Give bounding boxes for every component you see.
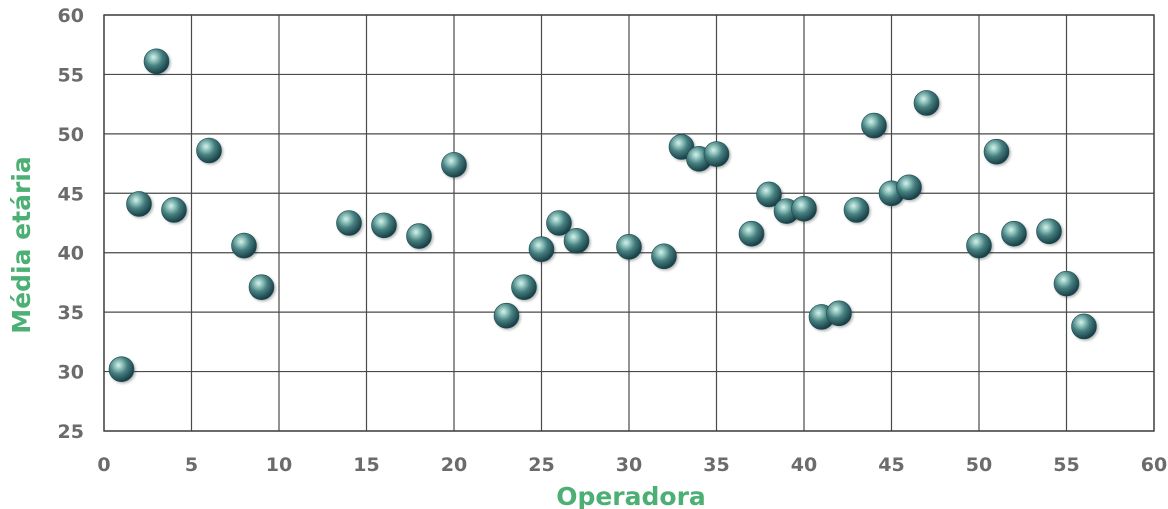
plot-frame <box>103 14 1155 432</box>
scatter-point <box>406 223 432 249</box>
scatter-point <box>1053 270 1080 297</box>
x-tick-label: 0 <box>97 454 110 476</box>
scatter-point <box>913 90 940 116</box>
scatter-point <box>248 274 275 300</box>
grid <box>103 14 1155 432</box>
x-tick-label: 50 <box>966 454 992 476</box>
x-tick-label: 10 <box>266 454 292 476</box>
scatter-point <box>983 138 1010 165</box>
scatter-point <box>826 300 852 327</box>
x-tick-label: 35 <box>703 454 729 476</box>
scatter-point <box>1036 218 1062 245</box>
scatter-point <box>511 274 537 300</box>
y-tick-label: 40 <box>58 243 84 265</box>
scatter-point <box>791 195 817 222</box>
x-tick-label: 5 <box>185 454 198 476</box>
scatter-point <box>616 233 642 260</box>
scatter-point <box>336 210 362 236</box>
x-axis-ticks: 0 5 10 15 20 25 30 35 40 45 50 55 60 <box>97 454 1167 476</box>
scatter-point <box>738 220 765 247</box>
scatter-point <box>563 228 590 254</box>
scatter-point <box>1071 313 1097 340</box>
scatter-point <box>196 137 222 164</box>
scatter-point <box>161 197 187 223</box>
scatter-point <box>371 212 397 239</box>
y-tick-label: 25 <box>58 421 84 443</box>
scatter-point <box>703 141 730 167</box>
y-tick-label: 55 <box>58 64 84 86</box>
scatter-point <box>528 236 555 262</box>
x-tick-label: 25 <box>528 454 554 476</box>
scatter-point <box>126 191 152 217</box>
scatter-point <box>441 151 467 178</box>
x-tick-label: 15 <box>353 454 379 476</box>
y-tick-label: 30 <box>58 362 84 384</box>
scatter-point <box>493 302 520 329</box>
scatter-point <box>896 174 922 201</box>
x-tick-label: 60 <box>1141 454 1167 476</box>
x-tick-label: 45 <box>878 454 904 476</box>
x-tick-label: 20 <box>441 454 467 476</box>
y-axis-ticks: 25 30 35 40 45 50 55 60 <box>58 5 84 443</box>
x-tick-label: 55 <box>1053 454 1079 476</box>
scatter-point <box>966 232 992 259</box>
x-tick-label: 30 <box>616 454 642 476</box>
scatter-point <box>546 210 572 236</box>
scatter-point <box>143 48 170 75</box>
y-tick-label: 60 <box>58 5 84 27</box>
x-axis-title: Operadora <box>556 482 706 509</box>
scatter-point <box>843 197 870 223</box>
scatter-point <box>651 243 677 270</box>
scatter-point <box>231 232 257 259</box>
x-tick-label: 40 <box>791 454 817 476</box>
y-axis-title: Média etária <box>7 156 36 333</box>
scatter-point <box>861 112 887 139</box>
plot-area <box>103 14 1155 432</box>
scatter-point <box>1001 220 1027 247</box>
scatter-point <box>756 181 782 208</box>
y-tick-label: 50 <box>58 124 84 146</box>
data-points <box>108 48 1097 382</box>
y-tick-label: 45 <box>58 183 84 205</box>
scatter-point <box>108 356 135 382</box>
y-tick-label: 35 <box>58 302 84 324</box>
